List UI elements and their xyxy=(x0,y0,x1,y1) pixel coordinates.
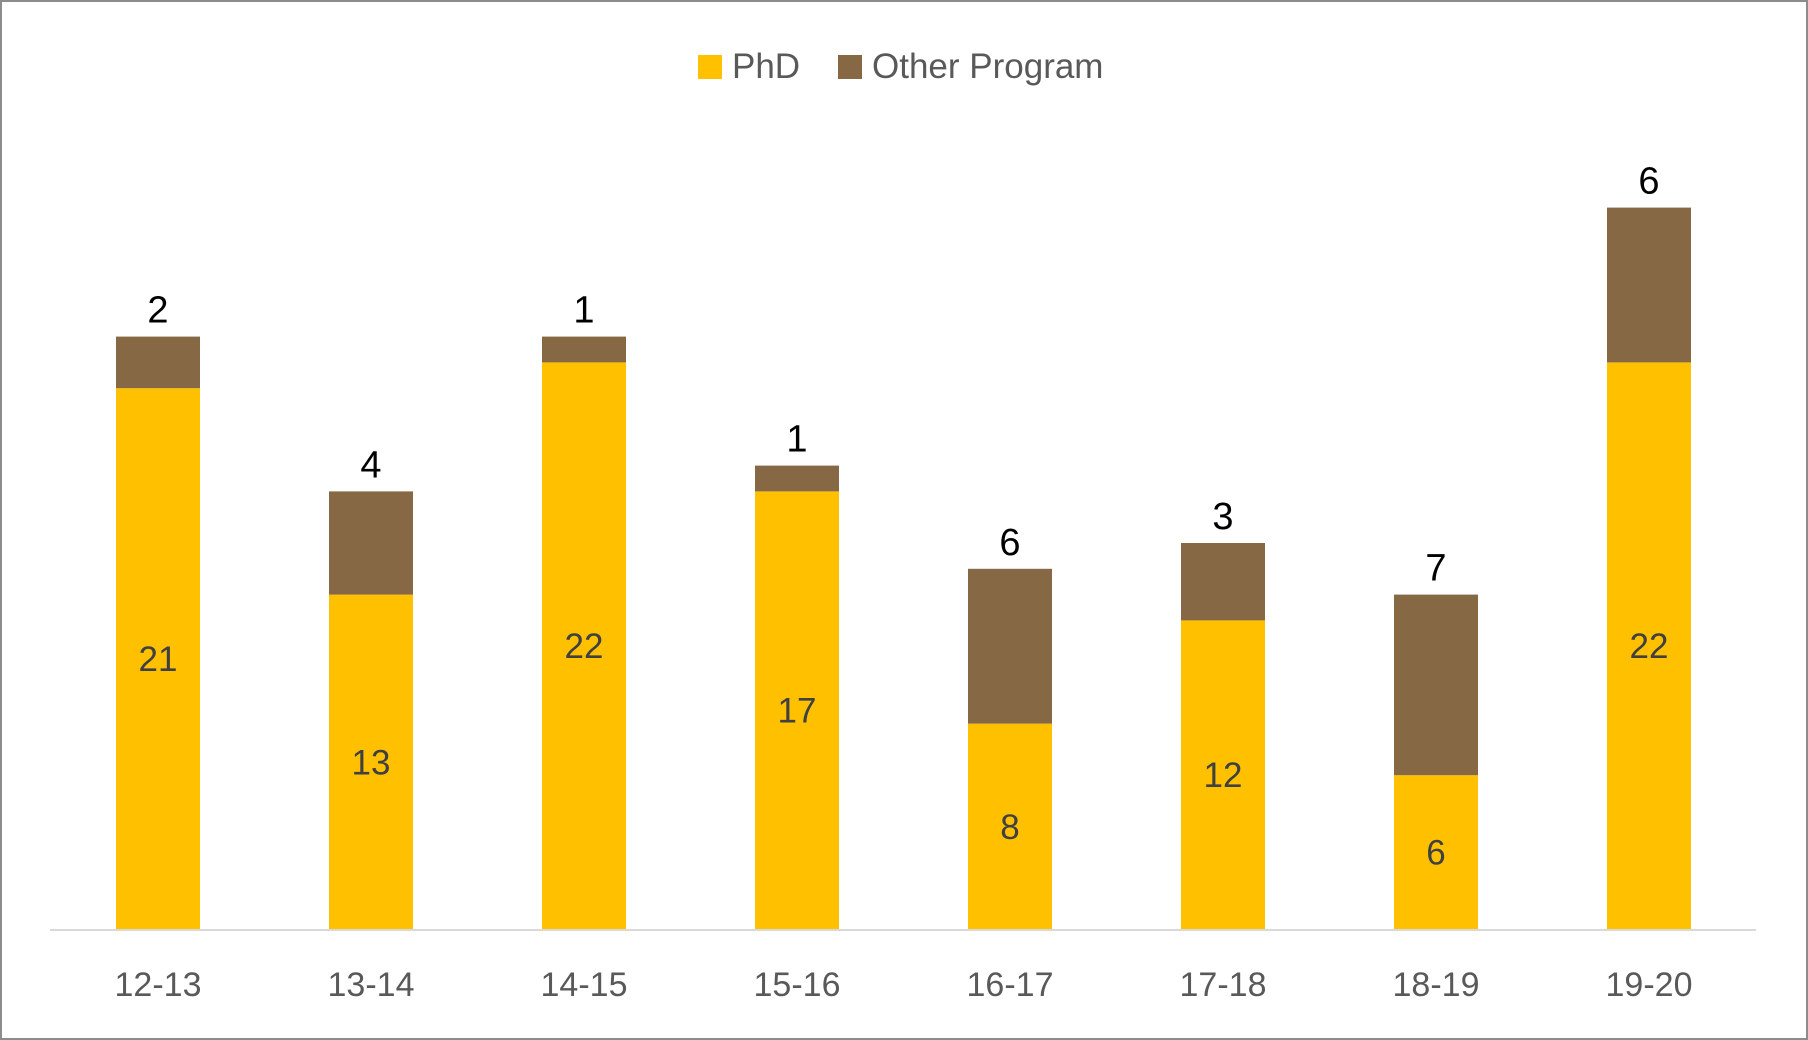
data-label-phd-15-16: 17 xyxy=(778,692,817,731)
bar-other-program-12-13 xyxy=(116,336,200,389)
data-label-other-program-15-16: 1 xyxy=(786,419,807,461)
data-label-phd-14-15: 22 xyxy=(565,627,604,666)
bar-phd-13-14 xyxy=(329,594,413,930)
bar-other-program-16-17 xyxy=(968,568,1052,724)
bar-other-program-18-19 xyxy=(1394,594,1478,776)
bar-phd-17-18 xyxy=(1181,620,1265,930)
bar-phd-18-19 xyxy=(1394,775,1478,930)
x-tick-label-15-16: 15-16 xyxy=(754,966,841,1004)
data-label-other-program-12-13: 2 xyxy=(147,290,168,332)
x-tick-label-19-20: 19-20 xyxy=(1606,966,1693,1004)
data-label-phd-12-13: 21 xyxy=(139,640,178,679)
data-label-phd-17-18: 12 xyxy=(1204,756,1243,795)
bar-other-program-19-20 xyxy=(1607,207,1691,363)
bar-phd-16-17 xyxy=(968,723,1052,930)
data-label-phd-19-20: 22 xyxy=(1630,627,1669,666)
x-tick-labels: 12-13 13-14 14-15 15-16 16-17 17-18 18-19 19-20 xyxy=(115,966,1693,1004)
bars: 21 2 13 4 22 1 17 1 8 6 12 3 6 7 22 6 xyxy=(116,161,1691,930)
legend-swatch-phd xyxy=(698,55,722,79)
legend-swatch-other-program xyxy=(838,55,862,79)
bar-other-program-13-14 xyxy=(329,491,413,595)
legend: PhD Other Program xyxy=(698,47,1103,86)
bar-phd-14-15 xyxy=(542,362,626,930)
data-label-phd-13-14: 13 xyxy=(352,743,391,782)
bar-other-program-15-16 xyxy=(755,465,839,492)
x-tick-label-18-19: 18-19 xyxy=(1393,966,1480,1004)
data-label-other-program-17-18: 3 xyxy=(1212,496,1233,538)
data-label-other-program-13-14: 4 xyxy=(360,444,381,486)
x-tick-label-12-13: 12-13 xyxy=(115,966,202,1004)
bar-phd-15-16 xyxy=(755,491,839,930)
data-label-other-program-18-19: 7 xyxy=(1425,548,1446,590)
data-label-other-program-14-15: 1 xyxy=(573,290,594,332)
legend-label-other-program: Other Program xyxy=(872,47,1103,86)
bar-other-program-17-18 xyxy=(1181,543,1265,621)
bar-phd-19-20 xyxy=(1607,362,1691,930)
data-label-phd-16-17: 8 xyxy=(1000,808,1019,847)
data-label-phd-18-19: 6 xyxy=(1426,834,1445,873)
x-tick-label-14-15: 14-15 xyxy=(541,966,628,1004)
x-tick-label-17-18: 17-18 xyxy=(1180,966,1267,1004)
x-tick-label-16-17: 16-17 xyxy=(967,966,1054,1004)
bar-phd-12-13 xyxy=(116,388,200,930)
x-tick-label-13-14: 13-14 xyxy=(328,966,415,1004)
legend-label-phd: PhD xyxy=(732,47,800,86)
bar-other-program-14-15 xyxy=(542,336,626,363)
data-label-other-program-19-20: 6 xyxy=(1638,161,1659,203)
data-label-other-program-16-17: 6 xyxy=(999,522,1020,564)
